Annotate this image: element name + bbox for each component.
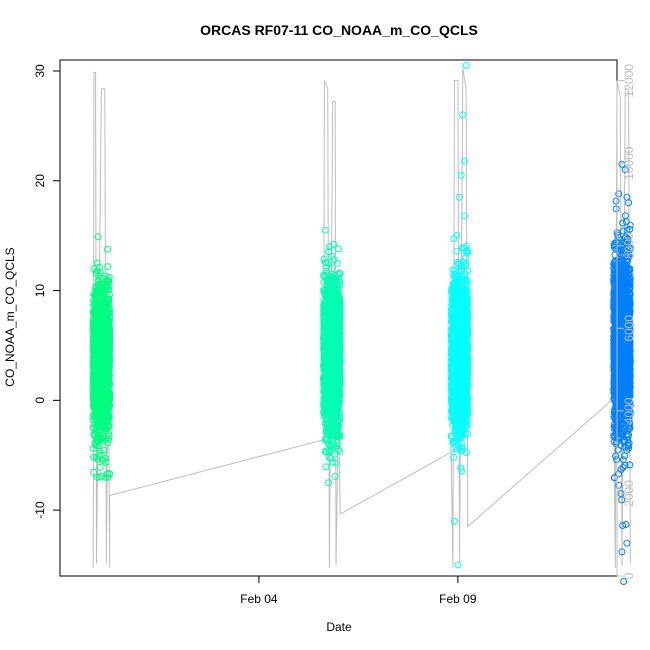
data-point-RF07 [105,430,113,437]
data-point-RF07 [92,407,100,415]
data-point-RF07 [105,345,113,353]
data-point-RF07 [97,354,104,362]
data-point-RF07 [93,291,101,299]
data-point-RF07 [90,420,98,428]
data-point-RF07 [100,406,108,414]
data-point-RF07 [89,416,97,424]
data-point-RF07 [92,375,100,383]
data-point-RF07 [96,284,104,292]
data-point-RF07 [105,342,113,350]
altitude-segment-ferry-3 [467,398,615,527]
data-point-RF07 [94,308,102,315]
chart-title: ORCAS RF07-11 CO_NOAA_m_CO_QCLS [200,22,478,38]
data-point-RF07 [97,399,105,407]
data-point-RF07 [105,354,113,362]
data-point-RF07 [94,287,102,295]
data-point-RF07 [104,358,112,366]
data-point-RF07 [101,272,109,280]
data-point-RF07 [104,391,112,399]
data-point-RF07 [93,259,101,267]
data-point-RF07 [96,366,104,374]
data-point-RF07 [93,355,100,363]
scatter-points [89,62,634,585]
data-point-RF07 [92,384,100,392]
data-point-RF07 [101,454,109,462]
data-point-RF07 [104,245,112,253]
data-point-RF07 [106,291,113,298]
data-point-RF07 [90,431,98,439]
y-axis-label: CO_NOAA_m_CO_QCLS [3,247,17,386]
data-point-RF07 [95,280,103,288]
data-point-RF07 [99,437,107,445]
data-point-RF07 [103,307,110,315]
data-point-RF07 [105,367,113,375]
data-point-RF07 [91,428,99,436]
data-point-RF08 [320,255,328,263]
data-point-RF07 [93,391,101,399]
data-point-RF07 [93,267,101,275]
data-point-RF07 [101,422,109,430]
data-point-RF07 [97,324,105,331]
data-point-RF07 [93,453,100,461]
data-point-RF07 [94,324,102,332]
data-point-RF07 [99,285,107,293]
data-point-RF07 [90,317,98,325]
data-point-RF07 [104,263,112,271]
data-point-RF07 [99,457,107,465]
data-point-RF07 [98,435,106,443]
data-point-RF07 [103,382,111,389]
data-point-RF07 [102,290,110,298]
altitude-segment-ferry-1 [109,439,324,496]
data-point-RF07 [95,428,103,436]
data-point-RF07 [105,422,113,430]
data-point-RF07 [96,463,104,471]
data-point-RF07 [104,386,112,394]
data-point-RF07 [96,447,104,455]
data-point-RF07 [101,309,109,317]
data-point-RF07 [99,399,107,407]
data-point-RF07 [97,472,105,480]
data-point-RF07 [94,233,102,241]
altitude-segment-ferry-2 [339,451,452,515]
data-point-RF07 [96,405,104,413]
data-point-RF07 [90,339,98,347]
altitude-segment-RF08 [323,80,341,568]
data-point-RF07 [97,376,105,384]
data-point-RF07 [89,445,97,452]
data-point-RF07 [98,302,106,309]
data-point-RF07 [93,473,101,481]
data-point-RF07 [104,295,111,303]
data-point-RF07 [102,473,109,481]
data-point-RF07 [98,367,106,375]
data-point-RF07 [97,313,105,321]
data-point-RF07 [90,468,98,476]
data-point-RF07 [91,334,98,342]
data-point-RF07 [105,412,113,420]
data-point-RF07 [90,302,98,310]
data-point-RF07 [94,415,102,423]
data-point-RF07 [100,447,108,454]
data-point-RF07 [105,470,113,478]
data-point-RF07 [98,351,106,359]
data-point-RF07 [90,361,98,369]
data-point-RF07 [104,439,111,447]
altitude-segment-RF07 [92,71,111,568]
data-point-RF07 [99,327,107,335]
x-axis-label: Date [326,620,352,634]
data-point-RF07 [94,276,102,284]
data-point-RF07 [102,334,110,342]
